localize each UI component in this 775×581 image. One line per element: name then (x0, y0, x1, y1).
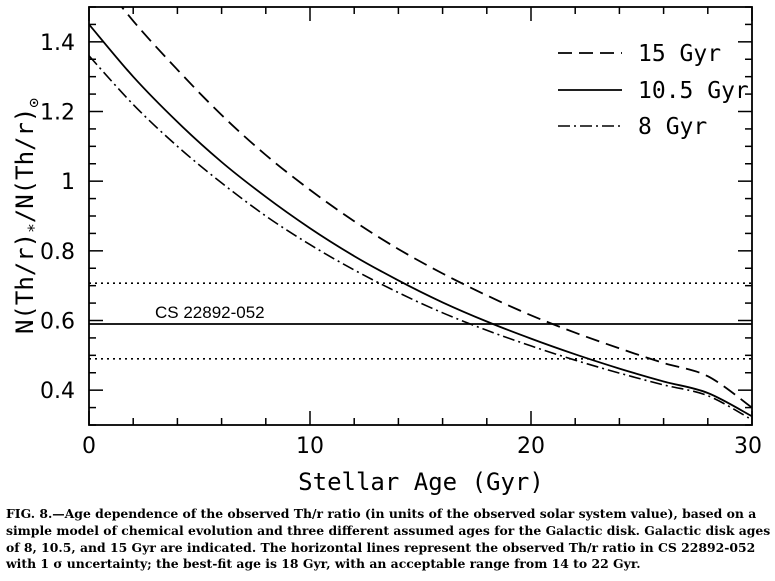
series-15-gyr-line (120, 7, 752, 409)
x-tick-labels: 0 10 20 30 (82, 434, 762, 459)
plot-border (88, 6, 753, 426)
legend: 15 Gyr 10.5 Gyr 8 Gyr (558, 41, 749, 140)
y-tick-label: 1 (61, 170, 75, 195)
chart: 0 10 20 30 0.4 0.6 0.8 1 1.2 1.4 Stellar… (11, 6, 762, 496)
legend-label-8-gyr: 8 Gyr (638, 114, 707, 140)
y-tick-label: 1.2 (40, 101, 75, 126)
x-tick-label: 0 (82, 434, 96, 459)
legend-label-10-5-gyr: 10.5 Gyr (638, 78, 749, 104)
y-tick-labels: 0.4 0.6 0.8 1 1.2 1.4 (40, 31, 75, 404)
y-axis-title-ratio: /N(Th/r) (11, 108, 39, 224)
y-axis-title-star: * (24, 223, 43, 233)
series-8-gyr-line (89, 55, 752, 421)
y-tick-label: 0.6 (40, 310, 75, 335)
y-axis-title: N(Th/r)*/N(Th/r)⊙ (11, 98, 43, 334)
y-tick-label: 0.8 (40, 240, 75, 265)
y-tick-label: 0.4 (40, 379, 75, 404)
legend-label-15-gyr: 15 Gyr (638, 41, 721, 67)
x-tick-label: 20 (517, 434, 545, 459)
plot-frame (88, 6, 753, 426)
series-10-5-gyr-line (89, 23, 752, 418)
y-axis-title-sun: ⊙ (24, 98, 43, 108)
x-tick-label: 30 (734, 434, 762, 459)
x-tick-label: 10 (296, 434, 324, 459)
series-group (89, 7, 752, 421)
y-axis-title-main: N(Th/r) (11, 233, 39, 334)
star-annotation: CS 22892-052 (155, 303, 265, 322)
figure-caption: FIG. 8.—Age dependence of the observed T… (6, 506, 771, 572)
x-axis-title: Stellar Age (Gyr) (298, 468, 544, 496)
y-tick-label: 1.4 (40, 31, 75, 56)
